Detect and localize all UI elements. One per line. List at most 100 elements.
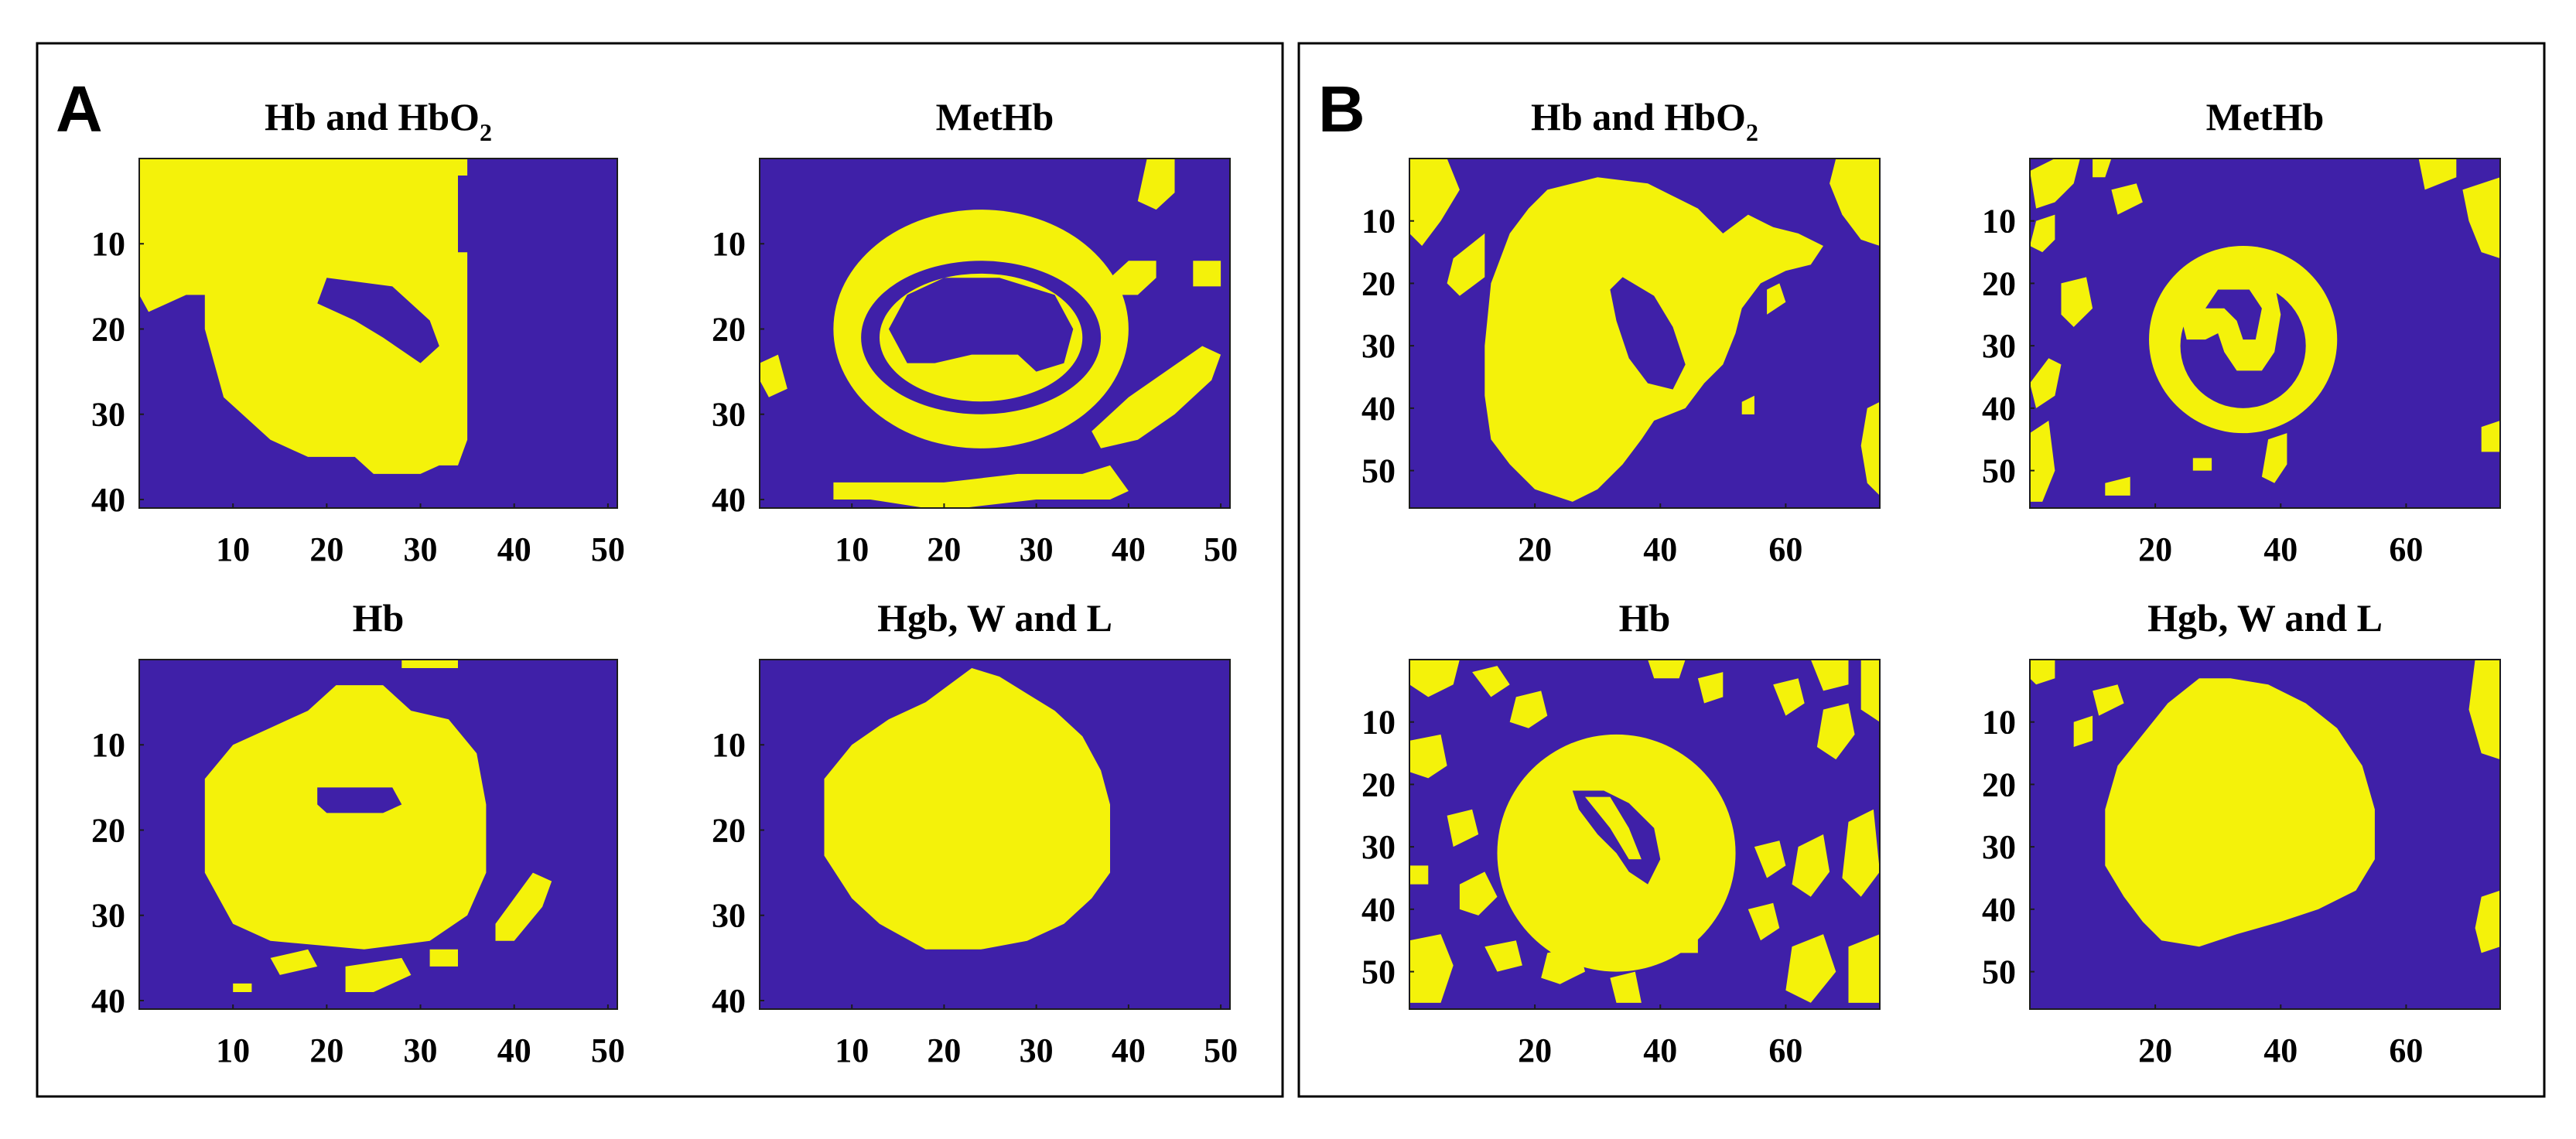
y-tick-label: 20	[712, 811, 746, 849]
mask-region-6	[1092, 346, 1221, 448]
mask-region-6	[1860, 401, 1880, 496]
mask-region-20	[1860, 660, 1880, 722]
y-tick-label: 10	[91, 225, 125, 263]
x-tick-label: 20	[309, 1032, 343, 1069]
y-tick-label: 40	[1361, 390, 1396, 428]
y-tick-label: 10	[712, 225, 746, 263]
subplot-title: Hb and HbO2	[265, 95, 492, 146]
panel-a-letter: A	[56, 73, 103, 145]
mask-region-11	[1409, 934, 1454, 1003]
x-tick-label: 30	[404, 530, 438, 568]
mask-region-21	[1754, 841, 1786, 878]
mask-region-4	[2073, 715, 2093, 747]
subplot-title: Hb	[1619, 596, 1671, 639]
mask-hole-2	[1610, 277, 1686, 390]
x-tick-label: 10	[835, 530, 869, 568]
y-tick-label: 10	[712, 726, 746, 764]
subplot-title: Hgb, W and L	[2147, 596, 2383, 639]
mask-hole-4	[2205, 289, 2262, 340]
x-tick-label: 60	[2389, 1032, 2423, 1069]
axis-frame	[759, 158, 1231, 509]
mask-region-27	[1672, 934, 1698, 953]
mask-region-10	[760, 354, 787, 397]
mask-region-9	[1409, 865, 1429, 885]
y-tick-label: 30	[712, 396, 746, 434]
mask-region-8	[233, 983, 252, 992]
mask-region-19	[1816, 703, 1855, 760]
mask-region-17	[2481, 421, 2500, 452]
x-tick-label: 30	[404, 1032, 438, 1069]
mask-region-15	[2418, 159, 2457, 190]
x-tick-label: 40	[1643, 530, 1677, 568]
mask-region-1	[204, 685, 487, 950]
mask-region-18	[1810, 660, 1849, 691]
y-tick-label: 40	[91, 982, 125, 1020]
subplot-title: Hb	[353, 596, 405, 639]
x-tick-label: 40	[1112, 530, 1146, 568]
x-tick-label: 40	[1643, 1032, 1677, 1069]
y-tick-label: 10	[1361, 203, 1396, 240]
x-tick-label: 50	[591, 1032, 625, 1069]
subplot-title: Hb and HbO2	[1531, 95, 1758, 146]
y-tick-label: 50	[1982, 953, 2016, 991]
mask-region-3	[2180, 264, 2281, 371]
x-tick-label: 40	[497, 1032, 531, 1069]
x-tick-label: 60	[1768, 1032, 1802, 1069]
mask-region-9	[1137, 159, 1175, 210]
axis-frame	[2029, 659, 2501, 1010]
y-tick-label: 10	[1982, 203, 2016, 240]
y-tick-label: 40	[1982, 390, 2016, 428]
subplots: 10 20 30 40 50 10 20 30 40 Hb and HbO2 10 20 30 40 50 1…	[91, 95, 2501, 1069]
x-tick-label: 20	[309, 530, 343, 568]
mask-region-13	[1541, 946, 1585, 984]
mask-region-1	[824, 668, 1110, 950]
y-tick-label: 30	[1982, 327, 2016, 365]
y-tick-label: 10	[1361, 704, 1396, 742]
mask-hole-2	[317, 278, 439, 363]
mask-region-4	[270, 949, 318, 975]
mask-region-3	[1585, 796, 1642, 860]
x-tick-label: 40	[1112, 1032, 1146, 1069]
y-tick-label: 20	[91, 310, 125, 348]
mask-region-5	[2468, 660, 2500, 760]
y-tick-label: 20	[1982, 264, 2016, 302]
axis-frame	[138, 158, 618, 509]
y-tick-label: 30	[1361, 828, 1396, 866]
panel-b-frame	[1297, 42, 2546, 1098]
mask-region-16	[1697, 672, 1724, 704]
x-tick-label: 50	[1204, 1032, 1238, 1069]
mask-region-5	[2030, 159, 2080, 209]
mask-region-13	[2192, 458, 2212, 471]
panel-a-frame	[36, 42, 1284, 1098]
mask-region-17	[1773, 678, 1805, 716]
y-tick-label: 30	[1361, 327, 1396, 365]
subplot-a-1: 10 20 30 40 50 10 20 30 40 Hb and HbO2	[91, 95, 625, 568]
x-tick-label: 40	[497, 530, 531, 568]
x-tick-label: 40	[2263, 530, 2298, 568]
mask-region-1	[2105, 678, 2375, 947]
mask-region-9	[2061, 277, 2093, 327]
mask-region-25	[1785, 934, 1836, 1003]
mask-region-7	[2111, 183, 2143, 215]
y-tick-label: 20	[1361, 766, 1396, 803]
mask-region-4	[1409, 660, 1460, 697]
x-tick-label: 20	[1518, 1032, 1552, 1069]
mask-region-4	[1447, 233, 1485, 296]
mask-hole-4	[888, 278, 1074, 372]
y-tick-label: 40	[712, 481, 746, 519]
mask-region-5	[833, 465, 1129, 508]
x-tick-label: 20	[2138, 530, 2172, 568]
panel-b-letter: B	[1318, 73, 1365, 145]
axis-frame	[1409, 158, 1881, 509]
mask-region-8	[1193, 261, 1221, 287]
axis-frame	[1409, 659, 1881, 1010]
mask-region-3	[1409, 159, 1460, 246]
mask-region-5	[345, 957, 412, 992]
mask-region-7	[1409, 734, 1447, 779]
mask-region-7	[1767, 283, 1786, 315]
mask-region-26	[1848, 934, 1880, 1003]
subplot-title: Hgb, W and L	[877, 596, 1112, 639]
mask-region-3	[2093, 684, 2124, 716]
mask-region-1	[139, 159, 468, 474]
mask-region-15	[1648, 660, 1686, 679]
